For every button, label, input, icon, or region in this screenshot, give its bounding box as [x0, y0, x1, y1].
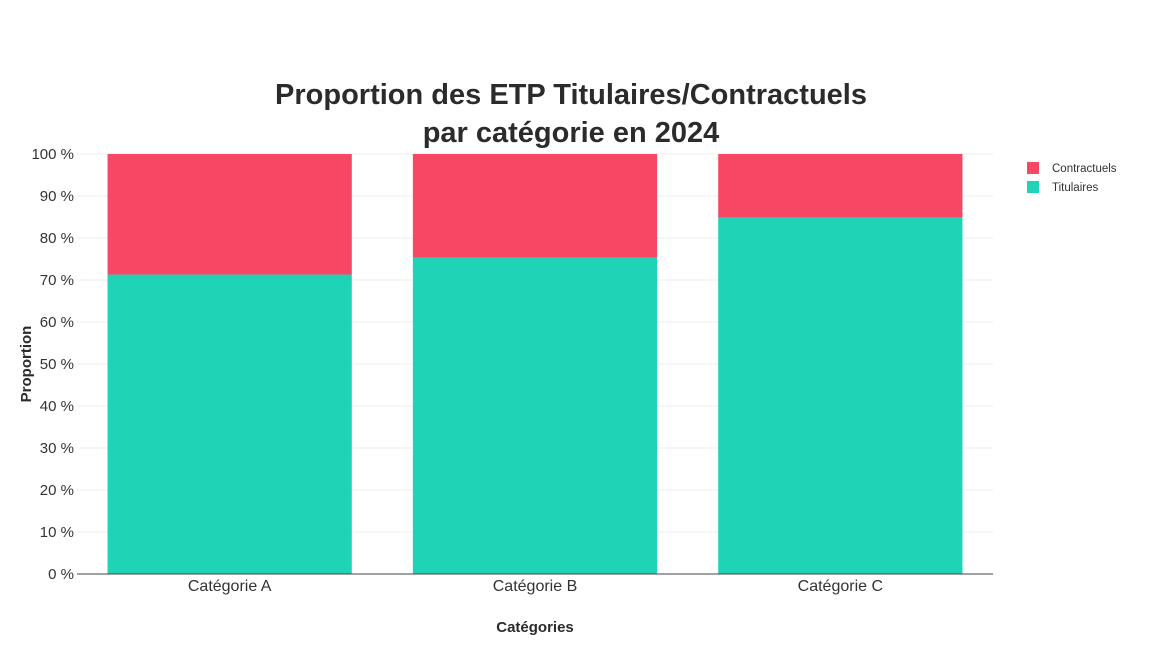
bar-contractuels-1[interactable]	[107, 154, 352, 275]
legend-label-contractuels: Contractuels	[1052, 163, 1117, 175]
x-category-label: Catégorie C	[798, 578, 883, 595]
y-tick-label: 10 %	[40, 524, 74, 541]
x-category-label: Catégorie A	[188, 578, 272, 595]
y-tick-label: 80 %	[40, 230, 74, 247]
chart-title-line-1: Proportion des ETP Titulaires/Contractue…	[275, 79, 867, 111]
y-tick-label: 20 %	[40, 482, 74, 499]
legend-swatch-contractuels	[1027, 162, 1039, 174]
y-tick-label: 50 %	[40, 356, 74, 373]
bar-titulaires-1[interactable]	[107, 274, 352, 574]
bar-titulaires-2[interactable]	[412, 257, 658, 574]
legend-swatch-titulaires	[1027, 181, 1039, 193]
y-tick-label: 70 %	[40, 272, 74, 289]
bar-contractuels-3[interactable]	[718, 154, 963, 218]
bars-group	[107, 154, 963, 575]
x-category-label: Catégorie B	[493, 578, 578, 595]
legend-label-titulaires: Titulaires	[1052, 182, 1098, 194]
bar-contractuels-2[interactable]	[412, 154, 658, 258]
y-tick-label: 60 %	[40, 314, 74, 331]
y-axis-title: Proportion	[18, 326, 35, 403]
y-tick-label: 40 %	[40, 398, 74, 415]
y-tick-label: 0 %	[48, 566, 74, 583]
x-axis-categories: Catégorie A Catégorie B Catégorie C	[188, 578, 883, 595]
y-tick-label: 30 %	[40, 440, 74, 457]
y-axis-ticks: 0 % 10 % 20 % 30 % 40 % 50 % 60 % 70 % 80 % 90 % 1…	[31, 146, 74, 583]
chart-title-line-2: par catégorie en 2024	[423, 117, 720, 149]
x-axis-title: Catégories	[496, 619, 574, 636]
y-tick-label: 100 %	[31, 146, 74, 163]
bar-titulaires-3[interactable]	[718, 217, 963, 575]
legend: Contractuels Titulaires	[1027, 162, 1117, 194]
y-tick-label: 90 %	[40, 188, 74, 205]
